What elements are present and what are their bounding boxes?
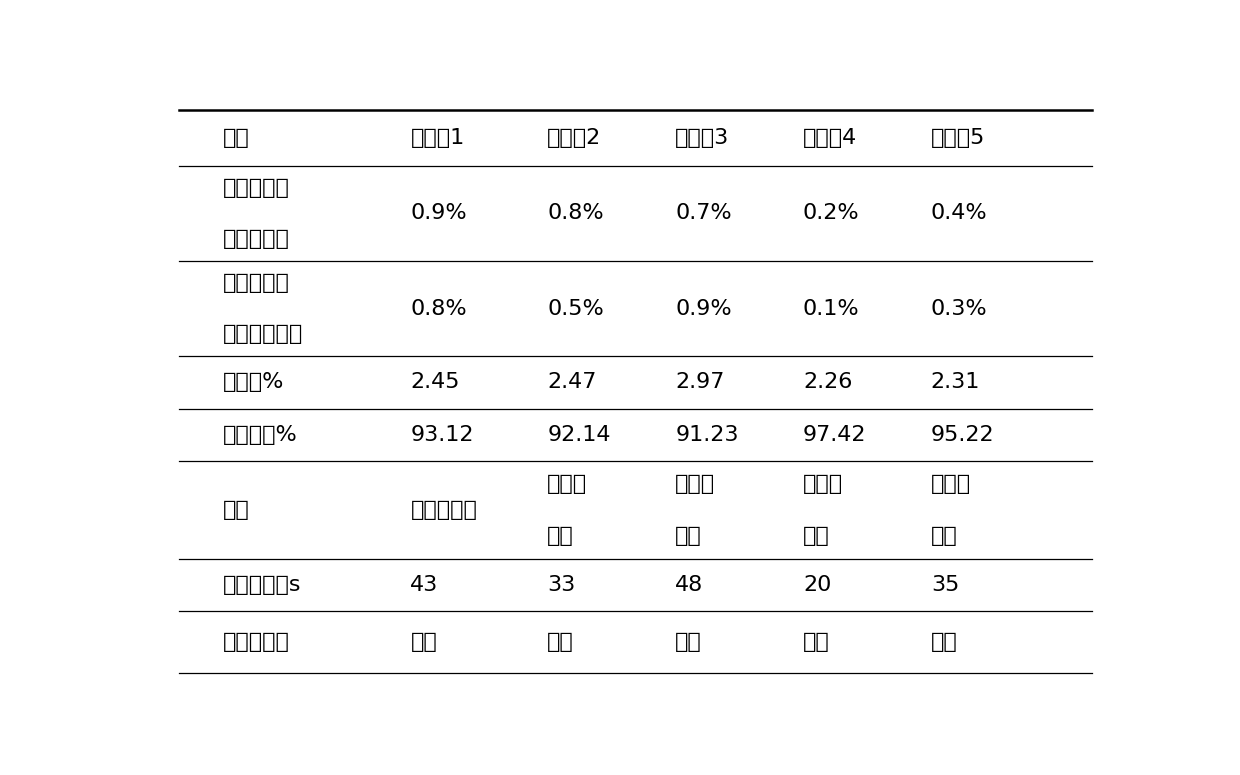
- Text: 2.26: 2.26: [804, 372, 852, 392]
- Text: 实施例4: 实施例4: [804, 128, 857, 148]
- Text: 粉尘: 粉尘: [931, 526, 957, 546]
- Text: 热储分解率: 热储分解率: [223, 177, 290, 198]
- Text: 0.8%: 0.8%: [547, 203, 604, 223]
- Text: 0.3%: 0.3%: [931, 298, 987, 319]
- Text: 粉尘: 粉尘: [223, 500, 250, 520]
- Text: 实施例2: 实施例2: [547, 128, 601, 148]
- Text: 0.2%: 0.2%: [804, 203, 859, 223]
- Text: 基本无: 基本无: [547, 474, 588, 494]
- Text: 实施例5: 实施例5: [931, 128, 985, 148]
- Text: 33: 33: [547, 575, 575, 595]
- Text: 48: 48: [675, 575, 703, 595]
- Text: 2.31: 2.31: [931, 372, 980, 392]
- Text: 0.8%: 0.8%: [410, 298, 467, 319]
- Text: 基本无: 基本无: [931, 474, 971, 494]
- Text: 合格: 合格: [804, 632, 830, 653]
- Text: 91.23: 91.23: [675, 425, 739, 445]
- Text: 95.22: 95.22: [931, 425, 994, 445]
- Text: 润湿时间，s: 润湿时间，s: [223, 575, 301, 595]
- Text: 合格: 合格: [675, 632, 702, 653]
- Text: 0.9%: 0.9%: [410, 203, 467, 223]
- Text: 0.1%: 0.1%: [804, 298, 859, 319]
- Text: 0.5%: 0.5%: [547, 298, 604, 319]
- Text: 43: 43: [410, 575, 439, 595]
- Text: 0.7%: 0.7%: [675, 203, 732, 223]
- Text: 粉尘: 粉尘: [547, 526, 574, 546]
- Text: 0.4%: 0.4%: [931, 203, 987, 223]
- Text: 粉尘: 粉尘: [804, 526, 830, 546]
- Text: 基本无: 基本无: [804, 474, 843, 494]
- Text: 97.42: 97.42: [804, 425, 867, 445]
- Text: 35: 35: [931, 575, 960, 595]
- Text: 2.47: 2.47: [547, 372, 596, 392]
- Text: 93.12: 93.12: [410, 425, 474, 445]
- Text: 实施例1: 实施例1: [410, 128, 465, 148]
- Text: （氟吗啊）: （氟吗啊）: [223, 229, 290, 249]
- Text: 2.45: 2.45: [410, 372, 460, 392]
- Text: 水分，%: 水分，%: [223, 372, 285, 392]
- Text: 合格: 合格: [410, 632, 438, 653]
- Text: 热储稳定性: 热储稳定性: [223, 632, 290, 653]
- Text: 实施例3: 实施例3: [675, 128, 729, 148]
- Text: 合格: 合格: [931, 632, 957, 653]
- Text: 耐磨性，%: 耐磨性，%: [223, 425, 298, 445]
- Text: 基本无: 基本无: [675, 474, 715, 494]
- Text: 92.14: 92.14: [547, 425, 611, 445]
- Text: 编号: 编号: [223, 128, 250, 148]
- Text: 合格: 合格: [547, 632, 574, 653]
- Text: 0.9%: 0.9%: [675, 298, 732, 319]
- Text: 基本无粉尘: 基本无粉尘: [410, 500, 477, 520]
- Text: 2.97: 2.97: [675, 372, 724, 392]
- Text: 热储分解率: 热储分解率: [223, 273, 290, 293]
- Text: （唠嚇菌胺）: （唠嚇菌胺）: [223, 324, 304, 344]
- Text: 粉尘: 粉尘: [675, 526, 702, 546]
- Text: 20: 20: [804, 575, 831, 595]
